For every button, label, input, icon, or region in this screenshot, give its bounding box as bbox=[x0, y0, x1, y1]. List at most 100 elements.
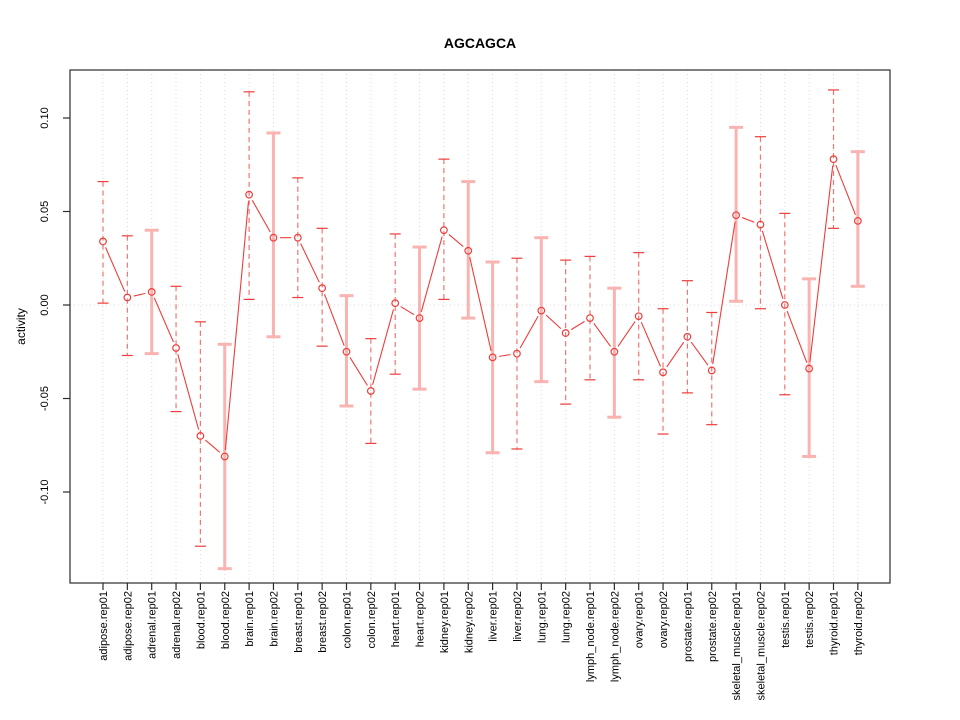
chart-title: AGCAGCA bbox=[444, 35, 516, 51]
data-point-marker bbox=[634, 312, 643, 321]
data-point-marker bbox=[391, 299, 400, 308]
x-tick-label: testis.rep02 bbox=[804, 591, 816, 648]
series-segment bbox=[741, 217, 755, 223]
x-tick-label: testis.rep01 bbox=[780, 591, 792, 648]
data-point-marker bbox=[610, 347, 619, 356]
x-tick-label: blood.rep02 bbox=[220, 591, 232, 649]
x-tick-label: lung.rep02 bbox=[561, 591, 573, 643]
x-tick-label: thyroid.rep01 bbox=[829, 591, 841, 655]
data-point-marker bbox=[99, 237, 107, 246]
data-point-marker bbox=[415, 314, 424, 322]
series-segment bbox=[349, 356, 368, 386]
series-segment bbox=[593, 323, 611, 347]
x-tick-label: lymph_node.rep02 bbox=[609, 591, 621, 682]
data-point-marker bbox=[707, 366, 716, 375]
series-segment bbox=[640, 321, 661, 367]
series-segment bbox=[205, 439, 221, 453]
data-point-marker bbox=[123, 293, 132, 302]
series-segment bbox=[498, 354, 511, 357]
data-point-marker bbox=[196, 432, 205, 440]
series-segment bbox=[300, 243, 320, 283]
x-tick-label: thyroid.rep02 bbox=[853, 591, 865, 655]
series-segment bbox=[835, 164, 856, 216]
x-tick-label: liver.rep02 bbox=[512, 591, 524, 642]
series-segment bbox=[420, 236, 443, 312]
plot-box bbox=[69, 69, 891, 584]
series-segment bbox=[400, 306, 415, 316]
x-tick-label: skeletal_muscle.rep01 bbox=[731, 591, 743, 700]
x-tick-label: brain.rep01 bbox=[244, 591, 256, 647]
x-tick-label: adipose.rep02 bbox=[122, 591, 134, 661]
x-tick-label: colon.rep02 bbox=[366, 591, 378, 649]
series-segment bbox=[448, 233, 464, 247]
x-tick-label: skeletal_muscle.rep02 bbox=[755, 591, 767, 700]
series-segment bbox=[323, 294, 345, 346]
x-tick-label: ovary.rep02 bbox=[658, 591, 670, 648]
y-tick-label: -0.05 bbox=[39, 386, 51, 411]
data-point-marker bbox=[318, 284, 327, 293]
x-tick-label: kidney.rep02 bbox=[463, 591, 475, 653]
x-tick-label: adipose.rep01 bbox=[98, 591, 110, 661]
series-segment bbox=[809, 165, 834, 363]
data-point-marker bbox=[440, 226, 448, 235]
series-segment bbox=[690, 341, 709, 366]
x-tick-label: prostate.rep02 bbox=[707, 591, 719, 662]
data-point-marker bbox=[513, 349, 521, 358]
data-point-marker bbox=[147, 288, 156, 296]
x-tick-label: breast.rep01 bbox=[293, 591, 305, 653]
series-segment bbox=[786, 310, 808, 363]
data-point-marker bbox=[659, 368, 667, 377]
data-point-marker bbox=[342, 347, 351, 356]
series-segment bbox=[469, 256, 492, 352]
x-tick-label: lung.rep01 bbox=[536, 591, 548, 643]
y-tick-label: 0.05 bbox=[39, 201, 51, 222]
y-tick-label: -0.10 bbox=[39, 479, 51, 504]
data-point-marker bbox=[732, 211, 740, 220]
series-segment bbox=[133, 292, 146, 297]
series-segment bbox=[105, 247, 126, 292]
data-point-marker bbox=[683, 332, 692, 341]
series-segment bbox=[666, 341, 685, 368]
data-point-marker bbox=[756, 220, 765, 229]
series-segment bbox=[224, 201, 250, 451]
x-tick-label: breast.rep02 bbox=[317, 591, 329, 653]
x-tick-label: blood.rep01 bbox=[195, 591, 207, 649]
x-tick-label: kidney.rep01 bbox=[439, 591, 451, 653]
series-segment bbox=[617, 321, 636, 347]
x-tick-label: heart.rep01 bbox=[390, 591, 402, 647]
series-segment bbox=[153, 297, 174, 343]
series-segment bbox=[251, 200, 271, 233]
data-point-marker bbox=[366, 387, 375, 395]
data-point-marker bbox=[488, 353, 497, 362]
x-tick-label: liver.rep01 bbox=[488, 591, 500, 642]
data-point-marker bbox=[293, 233, 302, 242]
x-tick-label: heart.rep02 bbox=[415, 591, 427, 647]
data-point-marker bbox=[537, 306, 546, 315]
series-segment bbox=[761, 230, 784, 299]
data-point-marker bbox=[780, 301, 789, 309]
data-point-marker bbox=[829, 155, 838, 164]
series-segment bbox=[570, 321, 585, 331]
data-point-marker bbox=[805, 364, 814, 373]
series-segment bbox=[545, 314, 562, 330]
data-point-marker bbox=[245, 190, 254, 199]
series-segment bbox=[712, 221, 736, 365]
data-point-marker bbox=[220, 452, 229, 461]
x-tick-label: prostate.rep01 bbox=[682, 591, 694, 662]
x-tick-label: lymph_node.rep01 bbox=[585, 591, 597, 682]
data-point-marker bbox=[464, 246, 473, 255]
data-point-marker bbox=[853, 216, 862, 225]
data-point-marker bbox=[172, 344, 180, 352]
x-tick-label: colon.rep01 bbox=[342, 591, 354, 649]
data-point-marker bbox=[561, 329, 570, 337]
x-tick-label: adrenal.rep02 bbox=[171, 591, 183, 659]
x-tick-label: brain.rep02 bbox=[268, 591, 280, 647]
series-segment bbox=[177, 354, 200, 430]
series-segment bbox=[372, 309, 394, 385]
y-tick-label: 0.00 bbox=[39, 294, 51, 315]
series-segment bbox=[519, 315, 539, 349]
y-tick-label: 0.10 bbox=[39, 107, 51, 128]
x-tick-label: ovary.rep01 bbox=[634, 591, 646, 648]
